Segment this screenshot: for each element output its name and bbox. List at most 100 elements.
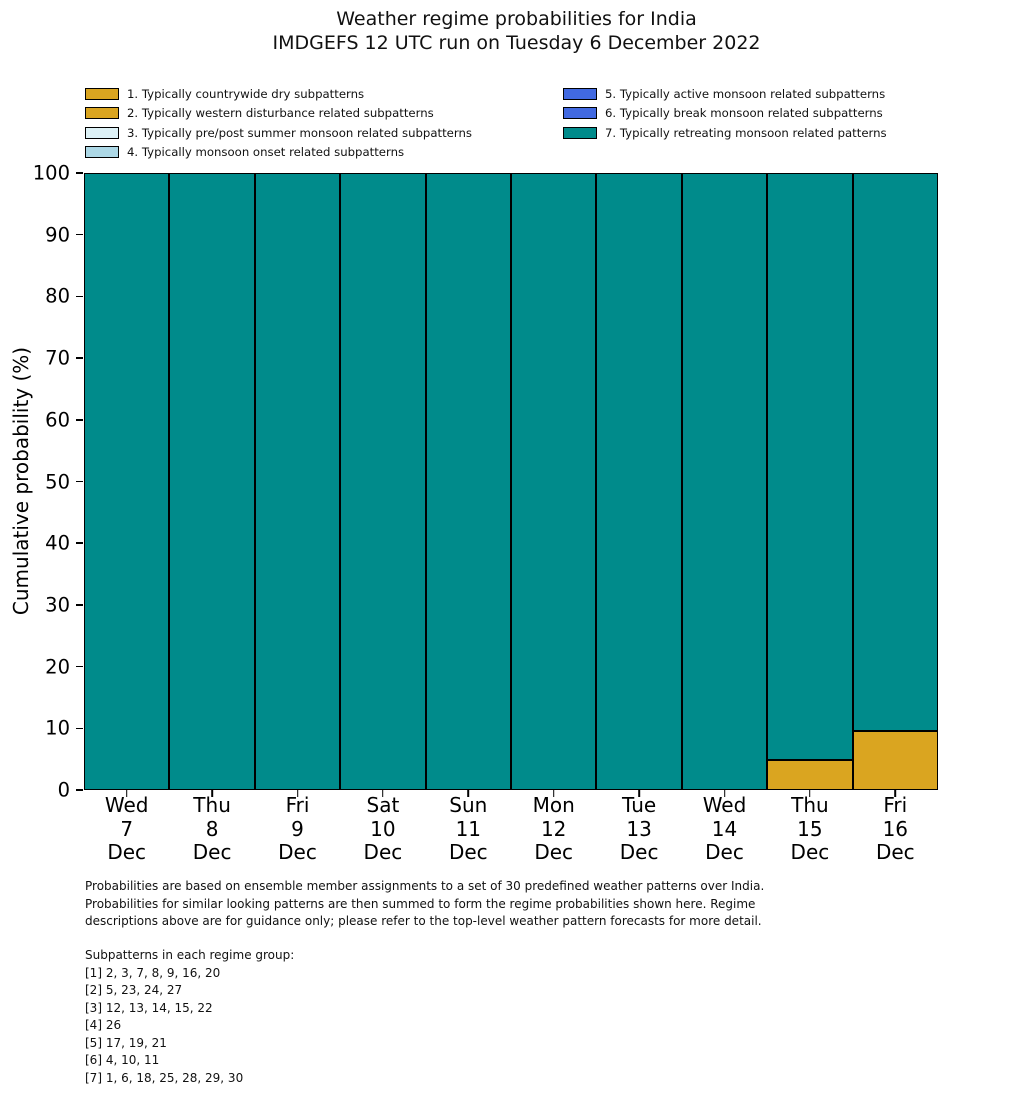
x-tick-label-day: 8 xyxy=(205,816,219,841)
y-axis-tick-marks xyxy=(76,172,83,791)
chart-title: Weather regime probabilities for India I… xyxy=(0,7,1033,55)
legend-column-right: 5. Typically active monsoon related subp… xyxy=(563,87,887,146)
x-tick-label-day: 13 xyxy=(626,816,652,841)
y-tick-label: 80 xyxy=(45,284,70,308)
footnote-line: Probabilities are based on ensemble memb… xyxy=(85,879,765,893)
x-tick-mark xyxy=(723,790,726,797)
subpattern-line: [3] 12, 13, 14, 15, 22 xyxy=(85,1000,213,1015)
y-axis-tick-labels: 0 10 20 30 40 50 60 70 80 90 100 xyxy=(0,162,70,802)
y-tick-label: 30 xyxy=(45,593,70,617)
x-tick-label-day: 10 xyxy=(370,816,396,841)
legend-swatch xyxy=(85,87,119,100)
x-tick-label: Wed 14 Dec xyxy=(702,793,747,865)
footnote-line: descriptions above are for guidance only… xyxy=(85,914,762,929)
chart-title-line1: Weather regime probabilities for India xyxy=(336,8,697,30)
bar-segment xyxy=(254,173,341,790)
y-tick-label: 40 xyxy=(45,531,70,555)
x-tick-label-month: Dec xyxy=(448,840,488,865)
y-tick-mark xyxy=(76,727,83,730)
x-tick-label-month: Dec xyxy=(705,840,744,865)
y-tick-mark xyxy=(76,295,83,298)
y-tick-label: 100 xyxy=(32,161,70,185)
subpatterns-heading: Subpatterns in each regime group: xyxy=(85,948,295,962)
x-tick-mark xyxy=(125,790,128,797)
legend-item-label: 7. Typically retreating monsoon related … xyxy=(605,125,887,140)
bar-segment xyxy=(84,173,170,790)
y-tick-label: 90 xyxy=(45,223,70,247)
bar-segment xyxy=(681,173,768,790)
x-tick-label-weekday: Wed xyxy=(702,793,747,817)
x-tick-label-day: 9 xyxy=(291,816,304,841)
subpattern-line: [7] 1, 6, 18, 25, 28, 29, 30 xyxy=(85,1070,244,1085)
y-tick-mark xyxy=(76,665,83,668)
bar-column xyxy=(254,173,341,790)
legend-item-label: 6. Typically break monsoon related subpa… xyxy=(605,106,883,121)
x-tick-mark xyxy=(211,790,213,797)
subpattern-line: [1] 2, 3, 7, 8, 9, 16, 20 xyxy=(85,965,221,980)
bar-segment xyxy=(852,731,938,790)
x-tick-mark xyxy=(296,790,299,797)
bar-segment xyxy=(767,173,853,761)
legend-item-label: 5. Typically active monsoon related subp… xyxy=(605,86,886,101)
x-tick-label: Wed 7 Dec xyxy=(105,793,149,865)
x-tick-label-weekday: Thu xyxy=(193,793,231,817)
x-tick-label: Fri 16 Dec xyxy=(876,793,915,865)
footnote-line: Probabilities for similar looking patter… xyxy=(85,896,756,911)
legend-column-left: 1. Typically countrywide dry subpatterns… xyxy=(85,87,472,165)
legend-item: 5. Typically active monsoon related subp… xyxy=(563,86,887,101)
x-tick-label-day: 14 xyxy=(711,816,738,841)
y-tick-mark xyxy=(76,789,83,791)
x-tick-label: Mon 12 Dec xyxy=(532,793,575,865)
y-tick-mark xyxy=(76,542,83,544)
y-tick-mark xyxy=(76,604,83,606)
legend-item-label: 1. Typically countrywide dry subpatterns xyxy=(127,86,365,101)
bar-segment xyxy=(596,173,682,790)
bar-column xyxy=(169,173,255,790)
bar-segment xyxy=(169,173,255,790)
footnote: Probabilities are based on ensemble memb… xyxy=(85,878,764,931)
bar-column xyxy=(425,173,511,790)
bar-column xyxy=(84,173,170,790)
bar-column xyxy=(596,173,682,790)
legend-swatch xyxy=(563,87,597,100)
legend-swatch xyxy=(85,126,119,139)
bar-segment xyxy=(340,173,426,790)
x-tick-label-month: Dec xyxy=(619,840,659,865)
subpattern-line: [4] 26 xyxy=(85,1018,122,1032)
legend-swatch xyxy=(563,126,597,139)
legend-item-label: 3. Typically pre/post summer monsoon rel… xyxy=(127,125,472,140)
y-tick-mark xyxy=(76,357,83,359)
x-tick-label-weekday: Sun xyxy=(449,793,488,817)
x-tick-label-month: Dec xyxy=(192,840,232,865)
y-tick-mark xyxy=(76,172,83,174)
x-tick-label: Tue 13 Dec xyxy=(619,793,659,865)
bar-segment xyxy=(767,760,853,790)
x-tick-label: Fri 9 Dec xyxy=(278,793,317,865)
subpattern-line: [2] 5, 23, 24, 27 xyxy=(85,983,183,997)
x-tick-label-month: Dec xyxy=(107,840,147,865)
x-tick-label: Thu 15 Dec xyxy=(791,793,830,865)
subpatterns: Subpatterns in each regime group: [1] 2,… xyxy=(85,947,294,1087)
y-tick-mark xyxy=(76,233,83,236)
y-tick-label: 60 xyxy=(45,408,70,432)
legend-item-label: 4. Typically monsoon onset related subpa… xyxy=(127,145,405,160)
bar-segment xyxy=(852,173,938,732)
bar-column xyxy=(681,173,768,790)
y-tick-mark xyxy=(76,480,83,483)
x-tick-label: Sun 11 Dec xyxy=(448,793,488,865)
legend-item: 3. Typically pre/post summer monsoon rel… xyxy=(85,125,472,140)
x-tick-label-weekday: Mon xyxy=(532,793,575,817)
x-tick-label: Thu 8 Dec xyxy=(192,793,232,865)
bar-column xyxy=(767,173,853,790)
x-tick-label-weekday: Tue xyxy=(622,793,657,817)
x-tick-label-weekday: Fri xyxy=(285,793,310,817)
x-tick-label-weekday: Fri xyxy=(883,793,908,817)
legend-item: 6. Typically break monsoon related subpa… xyxy=(563,106,887,121)
y-tick-label: 50 xyxy=(45,470,70,493)
x-tick-label-month: Dec xyxy=(278,840,317,865)
x-tick-label-weekday: Thu xyxy=(791,793,829,817)
x-tick-label-day: 7 xyxy=(120,816,134,841)
plot-area xyxy=(84,173,938,790)
x-tick-mark xyxy=(552,790,555,797)
